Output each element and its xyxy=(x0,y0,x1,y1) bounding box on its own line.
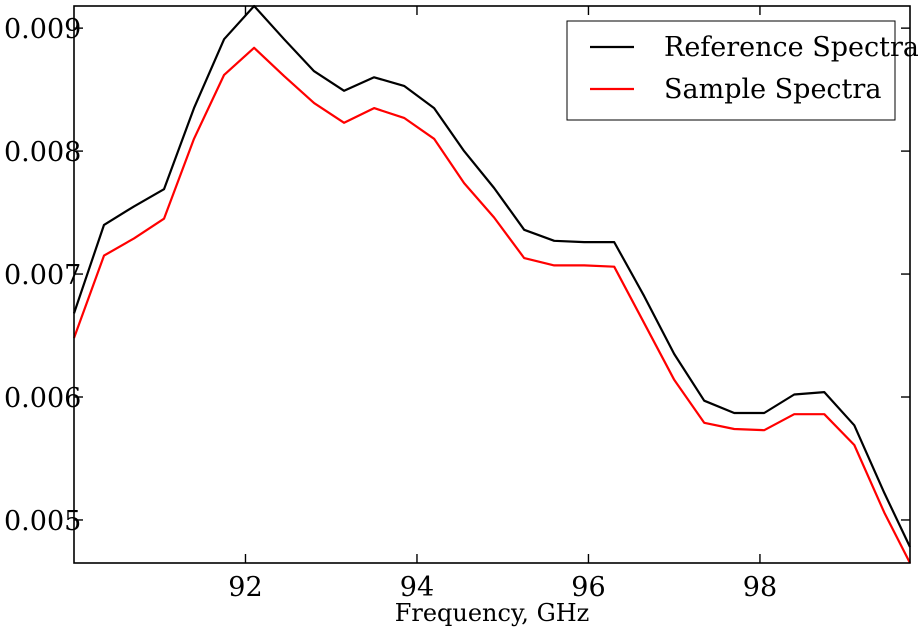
legend-label-sample: Sample Spectra xyxy=(664,74,881,105)
y-tick-label: 0.006 xyxy=(4,383,81,414)
series-line-sample xyxy=(72,46,911,564)
y-tick-label: 0.009 xyxy=(4,14,81,45)
y-tick-label: 0.007 xyxy=(4,260,81,291)
ticks-layer xyxy=(74,6,910,563)
y-tick-label: 0.005 xyxy=(4,506,81,537)
labels-layer: 92 94 96 98 0.005 0.006 0.007 0.008 0.009 xyxy=(4,14,777,603)
legend: Reference Spectra Sample Spectra xyxy=(566,20,918,121)
x-tick-label: 96 xyxy=(571,572,605,603)
legend-box xyxy=(566,20,896,121)
x-tick-label: 92 xyxy=(228,572,262,603)
plot-frame xyxy=(73,5,911,564)
series-line-reference xyxy=(72,4,911,548)
x-axis-title: Frequency, GHz xyxy=(395,599,590,627)
x-tick-label: 98 xyxy=(743,572,777,603)
x-tick-label: 94 xyxy=(400,572,434,603)
series-layer xyxy=(72,4,911,564)
legend-label-reference: Reference Spectra xyxy=(664,32,918,63)
y-tick-label: 0.008 xyxy=(4,137,81,168)
